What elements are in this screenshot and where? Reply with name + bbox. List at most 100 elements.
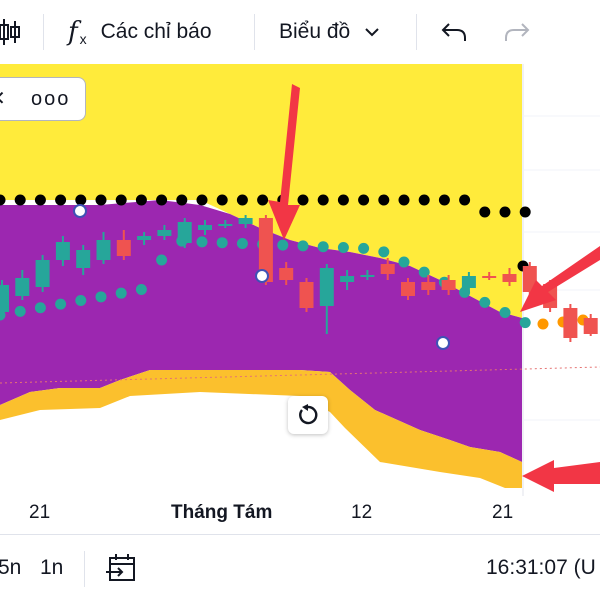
mid-dot (337, 242, 349, 254)
candle (157, 225, 172, 240)
candle (76, 245, 91, 275)
close-icon[interactable]: ✕ (0, 86, 6, 111)
mid-dot (358, 242, 370, 254)
candle (461, 272, 476, 292)
fx-indicator-icon: f (68, 17, 78, 47)
fx-sub-icon: x (79, 31, 87, 47)
candle (563, 304, 578, 342)
upper-dot (438, 194, 450, 206)
toolbar-divider (254, 14, 255, 50)
bottom-toolbar: 5n 1n 16:31:07 (U (0, 534, 600, 601)
upper-dot (337, 194, 349, 206)
candle (96, 232, 111, 264)
go-to-date-button[interactable] (106, 535, 138, 601)
mid-dot (115, 287, 127, 299)
reset-chart-button[interactable] (288, 396, 328, 434)
candle (218, 220, 233, 228)
mid-dot (55, 298, 67, 310)
top-toolbar: f x Các chỉ báo Biểu đồ (0, 0, 600, 64)
upper-dot (519, 206, 531, 218)
mid-dot (34, 302, 46, 314)
candle (380, 258, 395, 280)
toolbar-divider (43, 14, 44, 50)
candle (55, 236, 70, 266)
mid-dot (196, 236, 208, 248)
lower-band-area (0, 370, 522, 488)
candle (15, 270, 30, 300)
x-axis-label: 21 (29, 502, 51, 523)
mid-dot (317, 241, 329, 253)
mid-dot (519, 317, 531, 329)
upper-dot (14, 194, 26, 206)
mid-dot (216, 237, 228, 249)
mid-dot (277, 239, 289, 251)
candle (299, 278, 314, 312)
candle (137, 232, 152, 245)
candle (401, 278, 415, 300)
upper-dot (135, 194, 147, 206)
upper-band-area (0, 64, 522, 318)
mid-dot (297, 240, 309, 252)
x-axis-label: 21 (492, 502, 514, 523)
mid-dot (236, 237, 248, 249)
x-axis-label: 12 (351, 502, 373, 523)
candle (502, 268, 517, 286)
chevron-down-icon (365, 28, 379, 37)
candle (421, 275, 436, 295)
bottom-divider (84, 551, 85, 587)
x-axis-label: Tháng Tám (171, 502, 273, 523)
undo-icon (441, 23, 466, 41)
range-5d-button[interactable]: 5n (0, 556, 22, 579)
mid-dot (378, 246, 390, 258)
calendar-goto-icon (106, 554, 135, 581)
legend-box[interactable]: ✕ ooo (0, 77, 86, 121)
signal-markers (73, 204, 450, 350)
more-icon[interactable]: ooo (31, 88, 71, 110)
toolbar-divider (416, 14, 417, 50)
price-chart[interactable] (0, 64, 600, 496)
upper-dot (176, 194, 188, 206)
candle (319, 264, 334, 334)
clock-time[interactable]: 16:31:07 (U (486, 556, 596, 579)
orange-dot (537, 318, 549, 330)
upper-dot (115, 194, 127, 206)
upper-dot (196, 194, 208, 206)
upper-dot (156, 194, 168, 206)
mid-dot (156, 254, 168, 266)
indicators-button[interactable]: f x Các chỉ báo (68, 0, 212, 64)
upper-dot (257, 194, 269, 206)
candle (482, 272, 497, 280)
indicators-label: Các chỉ báo (100, 20, 212, 43)
upper-dot (459, 194, 471, 206)
upper-dot (34, 194, 46, 206)
upper-dot (236, 194, 248, 206)
reset-icon (299, 404, 318, 425)
signal-marker (255, 269, 269, 283)
upper-dot (398, 194, 410, 206)
mid-dot (459, 286, 471, 298)
candle (441, 275, 456, 295)
upper-dot (499, 206, 511, 218)
upper-dot (479, 206, 491, 218)
mid-dot (135, 284, 147, 296)
arrow-left-bottom-annotation (522, 460, 600, 492)
candle (35, 255, 50, 292)
mid-dot (95, 291, 107, 303)
undo-button[interactable] (441, 0, 467, 64)
upper-dot (418, 194, 430, 206)
mid-dot (14, 305, 26, 317)
redo-icon (505, 23, 530, 41)
range-1d-button[interactable]: 1n (40, 556, 64, 579)
mid-dot (479, 296, 491, 308)
upper-dot (55, 194, 67, 206)
upper-dot (378, 194, 390, 206)
redo-button[interactable] (504, 0, 530, 64)
mid-dot (75, 294, 87, 306)
candle (198, 220, 212, 235)
candles-icon[interactable] (0, 0, 22, 64)
mid-dot (418, 266, 430, 278)
candle (279, 262, 294, 285)
chart-type-button[interactable]: Biểu đồ (279, 0, 380, 64)
orange-dots-series (537, 314, 589, 330)
candle (340, 270, 355, 290)
